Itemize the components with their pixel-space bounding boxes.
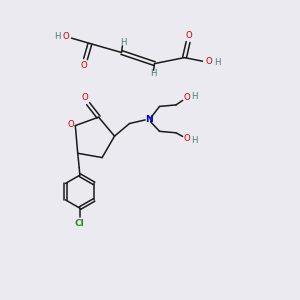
- Text: N: N: [145, 115, 153, 124]
- Text: H: H: [54, 32, 60, 41]
- Text: Cl: Cl: [75, 219, 85, 228]
- Text: H: H: [214, 58, 220, 67]
- Text: O: O: [205, 57, 212, 66]
- Text: H: H: [120, 38, 126, 47]
- Text: O: O: [186, 32, 193, 40]
- Text: O: O: [183, 134, 190, 143]
- Text: O: O: [183, 93, 190, 102]
- Text: O: O: [80, 61, 87, 70]
- Text: H: H: [150, 69, 156, 78]
- Text: H: H: [191, 92, 198, 101]
- Text: H: H: [191, 136, 198, 145]
- Text: O: O: [68, 120, 74, 129]
- Text: O: O: [82, 92, 88, 101]
- Text: O: O: [62, 32, 69, 41]
